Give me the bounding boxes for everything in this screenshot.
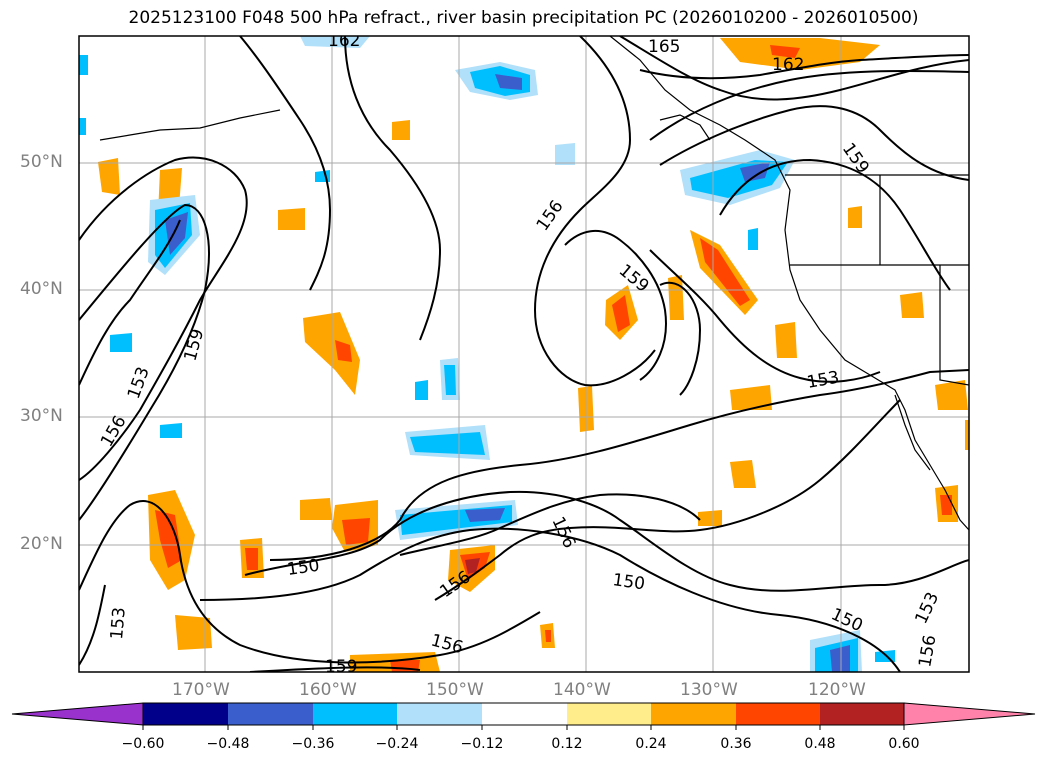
colorbar-tick-label: 0.12 (551, 736, 583, 752)
lat-label: 30°N (20, 406, 63, 426)
lon-label: 160°W (299, 680, 357, 700)
colorbar-tick-label: 0.48 (804, 736, 836, 752)
colorbar-tick-label: −0.12 (460, 736, 504, 752)
lon-label: 120°W (808, 680, 866, 700)
contour-label: 150 (286, 556, 321, 580)
contour-label: 159 (838, 139, 873, 177)
lat-label: 50°N (20, 152, 63, 172)
coastline (99, 36, 969, 531)
contour-label: 165 (648, 37, 680, 57)
colorbar-tick-label: 0.36 (720, 736, 752, 752)
colorbar-tick-label: 0.60 (888, 736, 920, 752)
colorbar-bin (228, 703, 313, 725)
contour-label: 156 (547, 514, 579, 552)
contour-label: 162 (772, 55, 804, 75)
contour-label: 153 (124, 364, 154, 401)
colorbar-min-extend (11, 702, 144, 726)
colorbar-tick-label: −0.48 (206, 736, 250, 752)
contour-label: 159 (181, 327, 209, 364)
map-content: 162 165 162 159 156 159 159 153 156 153 … (79, 31, 969, 677)
lat-label: 20°N (20, 534, 63, 554)
colorbar-bin (736, 703, 820, 725)
contour-label: 150 (611, 570, 646, 594)
lon-label: 140°W (553, 680, 611, 700)
colorbar-bin (397, 703, 482, 725)
map-frame (78, 35, 970, 673)
contour-labels: 162 165 162 159 156 159 159 153 156 153 … (97, 31, 943, 677)
colorbar-tick-label: −0.24 (375, 736, 419, 752)
lon-label: 130°W (680, 680, 738, 700)
colorbar-ticks (142, 725, 905, 730)
colorbar-bin (313, 703, 397, 725)
precip-positive-areas (98, 38, 969, 672)
contour-label: 153 (805, 368, 840, 393)
colorbar-bin (143, 703, 228, 725)
colorbar-bin (567, 703, 651, 725)
colorbar-max-extend (903, 702, 1036, 726)
colorbar-bin (651, 703, 736, 725)
colorbar-tick-label: 0.24 (635, 736, 667, 752)
contour-label: 159 (325, 657, 357, 677)
lon-label: 170°W (172, 680, 230, 700)
colorbar-tick-label: −0.36 (291, 736, 335, 752)
contour-label: 162 (328, 31, 360, 51)
colorbar-bin (482, 703, 567, 725)
colorbar-tick-label: −0.60 (121, 736, 165, 752)
map-title: 2025123100 F048 500 hPa refract., river … (128, 8, 919, 28)
colorbar (11, 702, 1036, 730)
lat-label: 40°N (20, 279, 63, 299)
height-contours (79, 36, 969, 672)
lon-label: 150°W (426, 680, 484, 700)
map-gridlines (79, 36, 969, 672)
colorbar-bin (820, 703, 904, 725)
contour-label: 156 (915, 633, 940, 668)
colorbar-outline (142, 702, 905, 726)
contour-label: 153 (911, 589, 943, 627)
precip-negative-areas (79, 36, 895, 672)
contour-label: 153 (107, 606, 130, 640)
